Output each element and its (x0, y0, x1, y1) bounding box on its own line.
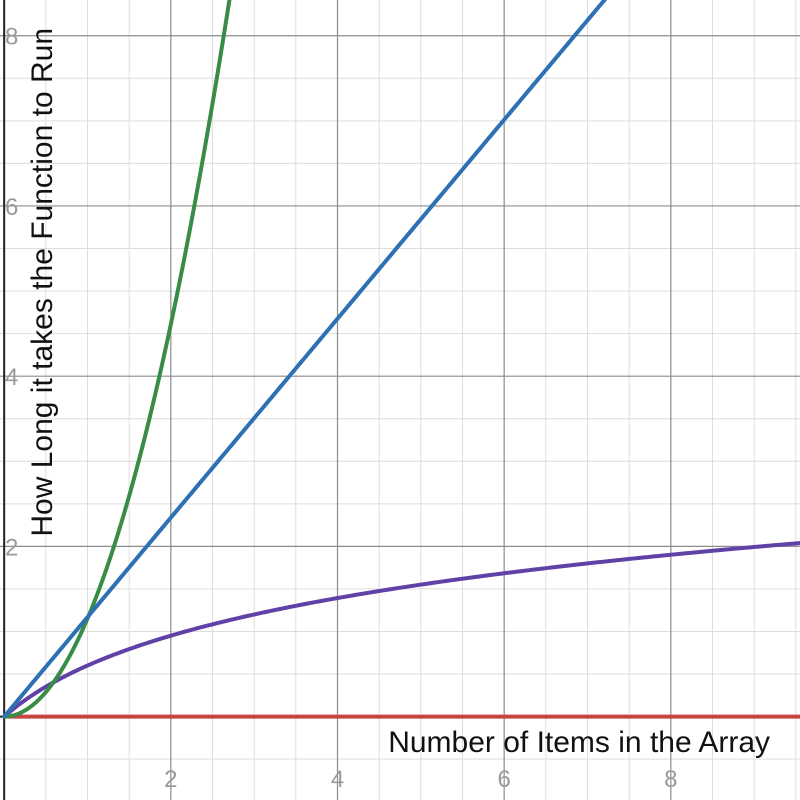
y-tick-label: 8 (5, 24, 18, 51)
x-tick-label: 4 (331, 766, 344, 793)
series-line-quadratic (2, 0, 232, 719)
series-line-log (2, 541, 800, 719)
y-axis-title: How Long it takes the Function to Run (26, 28, 59, 537)
series-line-linear (2, 0, 608, 719)
x-tick-label: 2 (164, 766, 177, 793)
series-group (2, 0, 800, 719)
y-tick-label: 2 (5, 534, 18, 561)
y-tick-label: 4 (5, 364, 18, 391)
tick-labels: 2 4 6 8 2 4 6 8 (5, 24, 678, 793)
x-tick-label: 8 (664, 766, 677, 793)
x-tick-label: 6 (497, 766, 510, 793)
y-tick-label: 6 (5, 194, 18, 221)
x-axis-title: Number of Items in the Array (388, 726, 770, 759)
